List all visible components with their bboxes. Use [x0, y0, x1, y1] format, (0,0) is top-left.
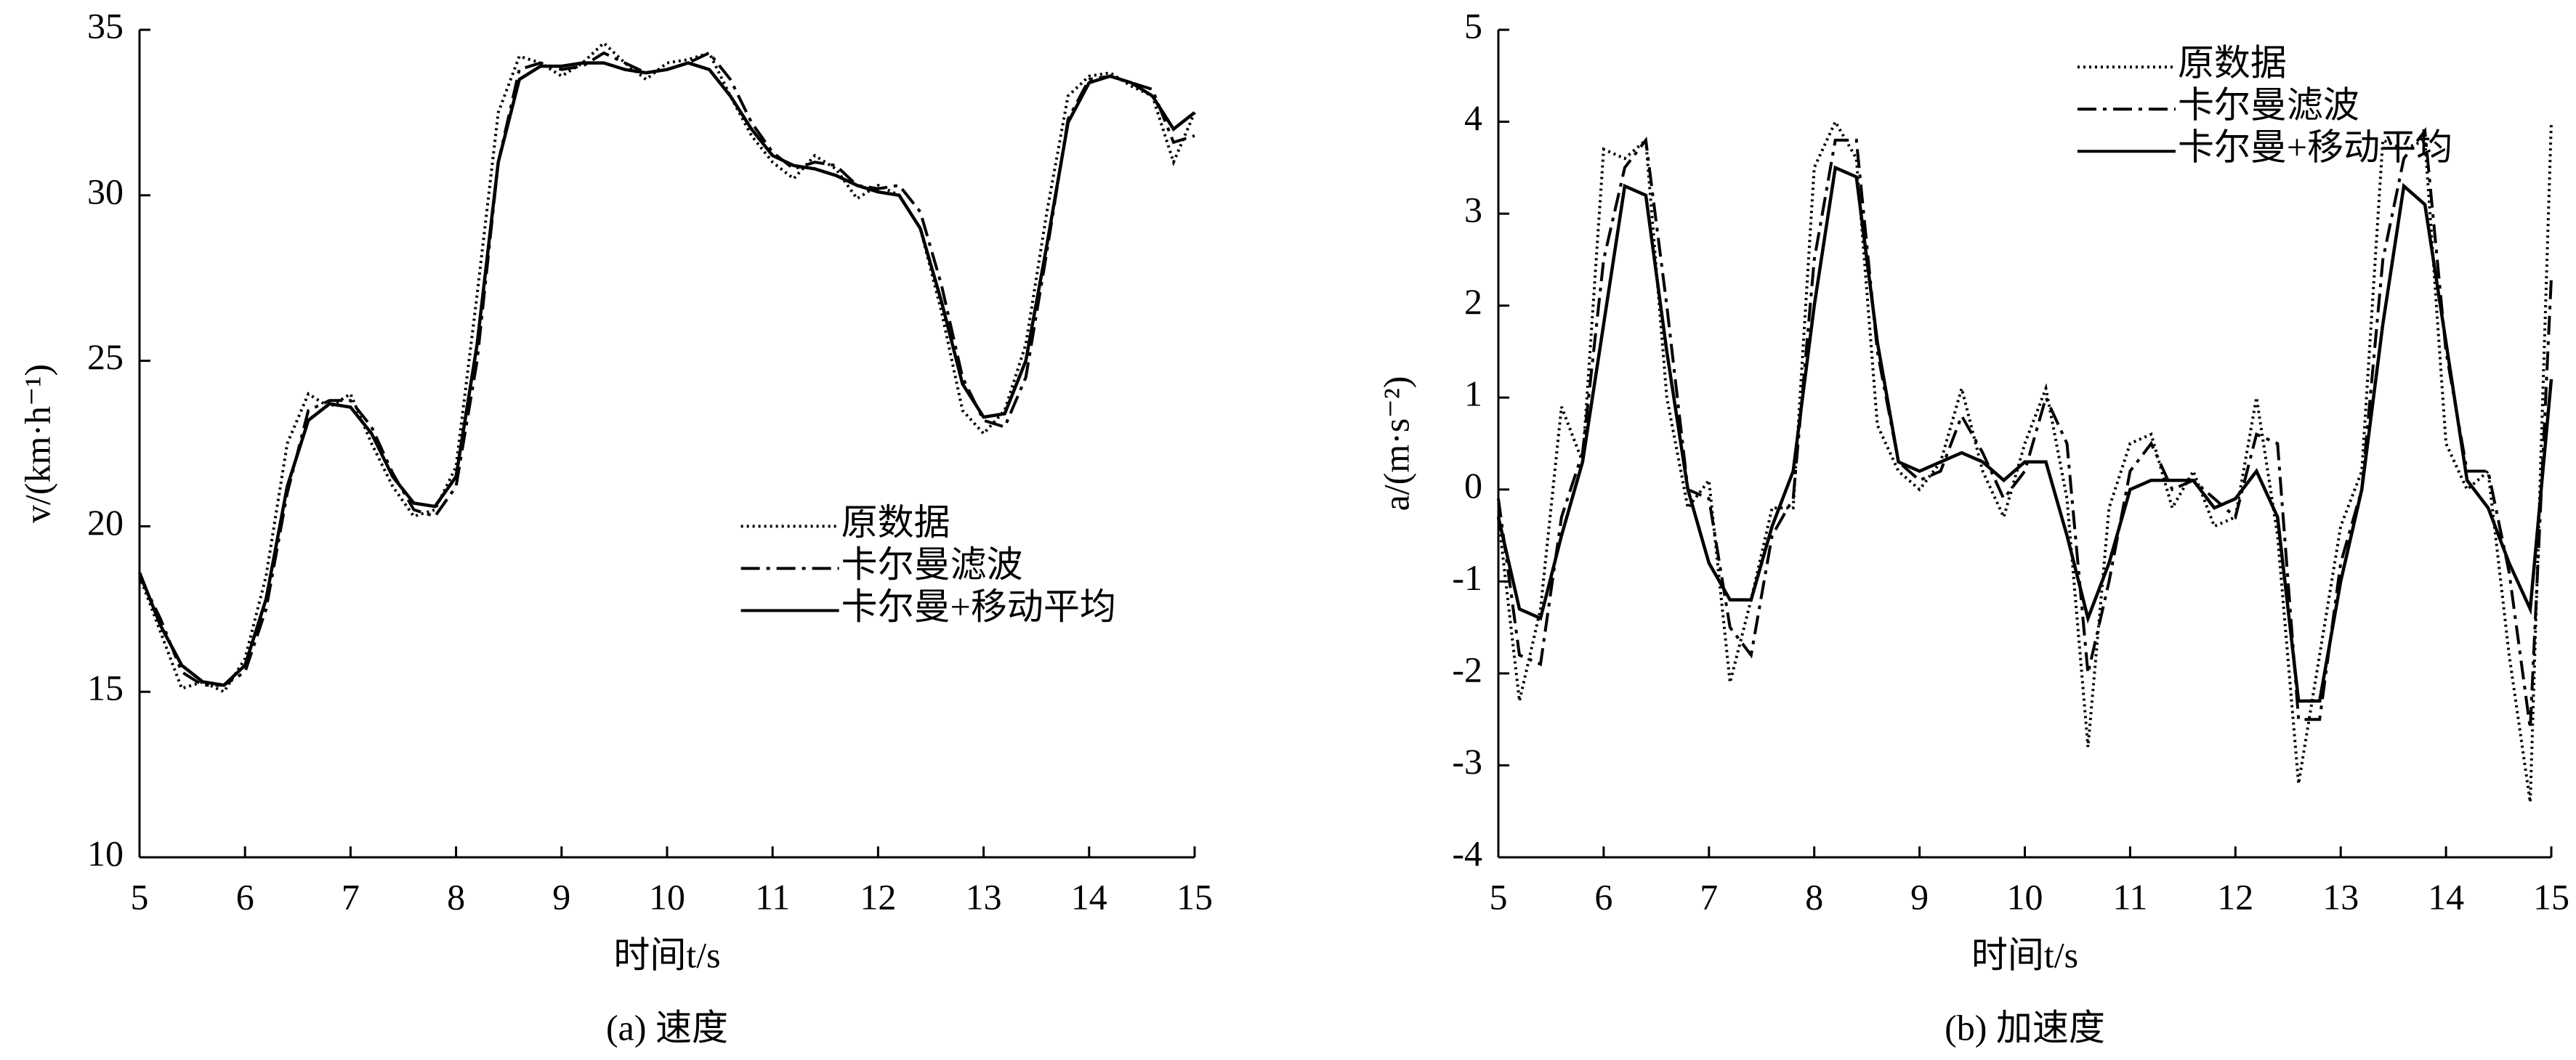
y-tick-label: 20 — [87, 502, 124, 543]
y-tick-label: 10 — [87, 833, 124, 873]
legend-label: 原数据 — [841, 502, 950, 543]
y-tick-label: 5 — [1464, 5, 1482, 46]
x-tick-label: 9 — [1910, 876, 1929, 917]
x-tick-label: 12 — [2217, 876, 2253, 917]
x-tick-label: 10 — [2007, 876, 2043, 917]
x-tick-label: 5 — [131, 876, 149, 917]
y-tick-label: -2 — [1452, 649, 1482, 689]
x-tick-label: 8 — [1805, 876, 1823, 917]
y-tick-label: -1 — [1452, 557, 1482, 598]
x-tick-label: 14 — [1071, 876, 1107, 917]
y-axis-title: a/(m·s⁻²) — [1376, 376, 1416, 511]
legend-label: 卡尔曼滤波 — [841, 544, 1023, 585]
legend-label: 卡尔曼滤波 — [2178, 85, 2359, 126]
x-tick-label: 6 — [236, 876, 254, 917]
y-axis-title: v/(km·h⁻¹) — [17, 364, 57, 523]
series-line — [1497, 126, 2553, 729]
x-tick-label: 6 — [1594, 876, 1612, 917]
x-tick-label: 8 — [447, 876, 465, 917]
legend-label: 卡尔曼+移动平均 — [841, 586, 1116, 627]
series-line — [1496, 165, 2553, 703]
x-tick-label: 10 — [649, 876, 685, 917]
y-tick-label: -4 — [1452, 833, 1482, 873]
series-line — [1497, 118, 2553, 803]
x-tick-label: 15 — [1176, 876, 1213, 917]
y-tick-label: 35 — [87, 5, 124, 46]
x-axis-title: 时间t/s — [1971, 934, 2078, 975]
x-tick-label: 11 — [755, 876, 790, 917]
x-tick-label: 7 — [1700, 876, 1718, 917]
caption: (b) 加速度 — [1945, 1007, 2105, 1048]
y-tick-label: 25 — [87, 336, 124, 377]
x-axis-title: 时间t/s — [613, 934, 720, 975]
x-tick-label: 7 — [342, 876, 360, 917]
legend-label: 卡尔曼+移动平均 — [2178, 127, 2452, 168]
x-tick-label: 9 — [552, 876, 570, 917]
y-tick-label: 3 — [1464, 190, 1482, 230]
x-tick-label: 12 — [860, 876, 896, 917]
y-tick-label: -3 — [1452, 741, 1482, 782]
y-tick-label: 1 — [1464, 373, 1482, 414]
y-tick-label: 15 — [87, 668, 124, 708]
legend-label: 原数据 — [2178, 43, 2287, 84]
x-tick-label: 14 — [2428, 876, 2464, 917]
x-tick-label: 13 — [2322, 876, 2359, 917]
caption: (a) 速度 — [606, 1007, 728, 1048]
series-line — [137, 61, 1196, 687]
y-tick-label: 4 — [1464, 97, 1482, 138]
x-tick-label: 5 — [1490, 876, 1508, 917]
x-tick-label: 15 — [2533, 876, 2569, 917]
y-tick-label: 2 — [1464, 281, 1482, 322]
x-tick-label: 11 — [2112, 876, 2147, 917]
x-tick-label: 13 — [966, 876, 1002, 917]
y-tick-label: 30 — [87, 171, 124, 211]
y-tick-label: 0 — [1464, 465, 1482, 506]
